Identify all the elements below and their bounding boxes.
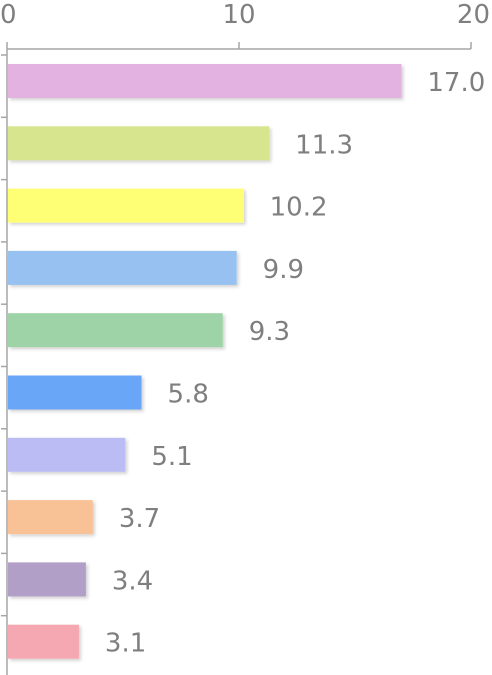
bar <box>8 624 79 659</box>
x-tick-label: 10 <box>222 0 255 30</box>
bar-value-label: 9.3 <box>249 317 290 347</box>
bar-value-label: 5.8 <box>168 380 209 410</box>
bar-value-label: 3.7 <box>119 504 160 534</box>
bar-value-label: 9.9 <box>263 255 304 285</box>
bar <box>8 313 223 348</box>
bar-value-label: 10.2 <box>270 193 328 223</box>
bar <box>8 64 402 98</box>
bar-value-label: 17.0 <box>427 68 485 98</box>
x-tick-label: 20 <box>457 0 490 30</box>
bar <box>8 375 142 410</box>
bar <box>8 250 237 285</box>
bar <box>8 188 244 223</box>
bar <box>8 562 86 597</box>
bar <box>8 126 270 161</box>
bar <box>8 437 126 472</box>
bar-value-label: 3.4 <box>112 566 153 596</box>
bar-value-label: 3.1 <box>105 629 146 659</box>
bar-value-label: 11.3 <box>295 130 353 160</box>
bar <box>8 500 93 535</box>
label-layer: 17.0 11.3 10.2 9.9 9.3 5.8 5.1 3.7 3.4 3.1 <box>105 68 485 659</box>
x-tick-label: 0 <box>0 0 17 30</box>
bar-layer <box>8 64 402 659</box>
bar-value-label: 5.1 <box>151 442 192 472</box>
